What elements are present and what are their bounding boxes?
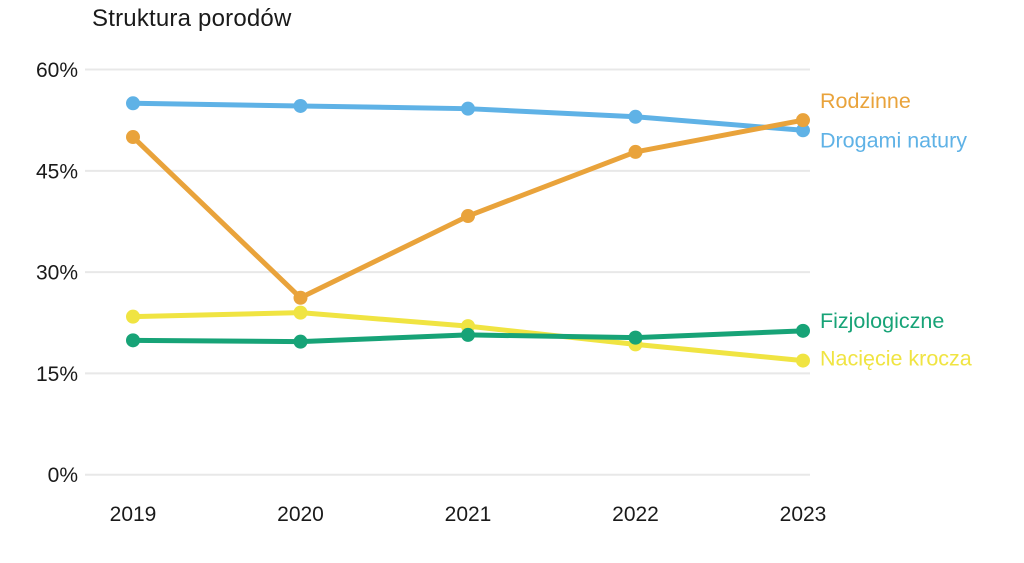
data-point [796,353,810,368]
data-point [461,101,475,116]
data-point [126,96,140,111]
data-point [126,130,140,145]
data-point [126,333,140,348]
x-tick-label: 2022 [612,503,659,526]
data-point [293,334,308,349]
data-point [293,305,308,320]
data-point [461,327,475,342]
y-tick-label: 60% [36,59,78,82]
y-tick-label: 30% [36,262,78,285]
x-tick-label: 2019 [110,503,157,526]
y-tick-label: 45% [36,160,78,183]
series-label: Nacięcie krocza [820,347,972,371]
data-point [628,144,643,159]
data-point [796,113,810,128]
y-tick-label: 15% [36,363,78,386]
data-point [628,109,643,124]
data-point [126,309,140,324]
x-tick-label: 2021 [445,503,492,526]
x-tick-label: 2023 [780,503,827,526]
chart-title: Struktura porodów [92,5,292,32]
series-label: Rodzinne [820,89,911,113]
series-label: Fizjologiczne [820,309,944,333]
data-point [628,330,643,345]
x-tick-label: 2020 [277,503,324,526]
data-point [293,98,308,113]
data-point [293,290,308,305]
series-label: Drogami natury [820,128,967,152]
data-point [796,323,810,338]
y-tick-label: 0% [48,464,78,487]
data-point [461,209,475,224]
data-point [796,123,810,138]
